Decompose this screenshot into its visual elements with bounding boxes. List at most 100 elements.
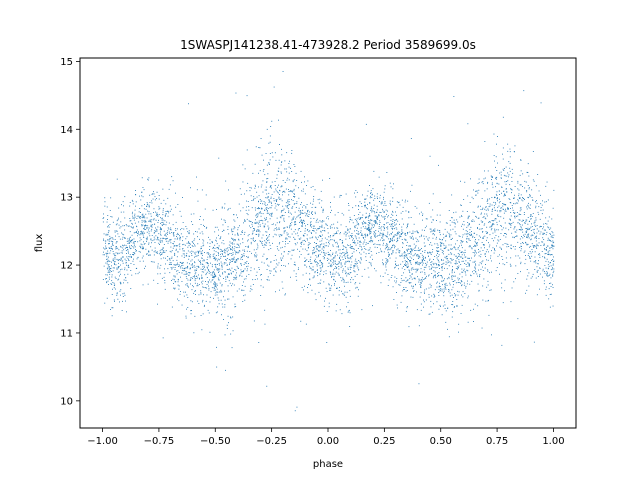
- data-point: [505, 257, 507, 259]
- data-point: [198, 252, 199, 254]
- data-point: [463, 199, 465, 200]
- data-point: [261, 184, 263, 186]
- data-point: [446, 258, 448, 259]
- data-point: [289, 241, 291, 242]
- data-point: [432, 233, 434, 235]
- data-point: [494, 202, 496, 204]
- data-point: [381, 251, 383, 253]
- data-point: [432, 262, 434, 264]
- data-point: [439, 275, 441, 276]
- data-point: [329, 225, 331, 227]
- data-point: [532, 199, 534, 201]
- data-point: [300, 231, 302, 232]
- data-point: [491, 209, 493, 211]
- data-point: [455, 243, 456, 245]
- data-point: [384, 218, 386, 219]
- data-point: [258, 147, 260, 148]
- data-point: [376, 252, 377, 254]
- data-point: [103, 238, 104, 240]
- data-point: [478, 178, 480, 180]
- data-point: [364, 248, 366, 249]
- data-point: [400, 301, 402, 303]
- data-point: [160, 254, 162, 255]
- data-point: [375, 270, 377, 272]
- data-point: [224, 222, 226, 223]
- data-point: [106, 221, 108, 223]
- data-point: [232, 283, 234, 285]
- data-point: [546, 245, 548, 247]
- data-point: [482, 244, 484, 245]
- data-point: [284, 227, 285, 229]
- data-point: [248, 263, 249, 264]
- data-point: [453, 275, 454, 277]
- data-point: [192, 263, 193, 265]
- data-point: [233, 258, 235, 260]
- data-point: [345, 258, 346, 259]
- data-point: [171, 280, 172, 281]
- data-point: [174, 252, 176, 254]
- data-point: [283, 190, 285, 192]
- data-point: [109, 238, 111, 240]
- data-point: [358, 224, 360, 226]
- data-point: [199, 260, 200, 262]
- data-point: [135, 250, 137, 251]
- data-point: [267, 196, 269, 198]
- data-point: [219, 268, 221, 270]
- data-point: [117, 271, 119, 273]
- data-point: [503, 195, 505, 197]
- data-point: [462, 296, 464, 298]
- data-point: [404, 234, 406, 236]
- data-point: [475, 263, 476, 265]
- data-point: [540, 207, 542, 208]
- data-point: [480, 268, 482, 270]
- data-point: [500, 177, 502, 179]
- data-point: [465, 285, 467, 287]
- data-point: [405, 262, 407, 264]
- data-point: [259, 147, 261, 149]
- data-point: [224, 252, 226, 254]
- data-point: [267, 279, 269, 281]
- data-point: [148, 220, 150, 222]
- data-point: [444, 228, 446, 230]
- data-point: [423, 242, 425, 244]
- data-point: [550, 286, 552, 287]
- data-point: [273, 274, 275, 276]
- data-point: [256, 243, 258, 245]
- data-point: [491, 260, 492, 262]
- data-point: [527, 196, 529, 198]
- data-point: [504, 194, 505, 196]
- data-point: [418, 257, 420, 259]
- data-point: [393, 183, 394, 185]
- data-point: [551, 235, 553, 237]
- data-point: [243, 281, 244, 283]
- chart-title: 1SWASPJ141238.41-473928.2 Period 3589699…: [180, 38, 476, 52]
- data-point: [107, 250, 109, 252]
- data-point: [362, 194, 363, 196]
- data-point: [106, 263, 108, 265]
- data-point: [233, 219, 235, 221]
- data-point: [226, 258, 228, 259]
- data-point: [441, 266, 443, 267]
- data-point: [158, 208, 160, 210]
- data-point: [307, 239, 308, 241]
- data-point: [448, 277, 450, 279]
- data-point: [522, 173, 524, 175]
- data-point: [294, 166, 296, 167]
- data-point: [250, 288, 252, 290]
- data-point: [350, 248, 352, 249]
- data-point: [214, 264, 216, 265]
- data-point: [371, 227, 373, 229]
- data-point: [506, 233, 507, 235]
- data-point: [177, 232, 179, 234]
- data-point: [493, 133, 495, 135]
- data-point: [124, 258, 126, 260]
- data-point: [466, 241, 467, 243]
- data-point: [177, 270, 179, 272]
- data-point: [235, 261, 237, 263]
- data-point: [223, 229, 225, 231]
- data-point: [207, 265, 209, 267]
- data-point: [333, 233, 335, 235]
- data-point: [240, 210, 242, 212]
- data-point: [132, 223, 133, 225]
- data-point: [461, 276, 463, 278]
